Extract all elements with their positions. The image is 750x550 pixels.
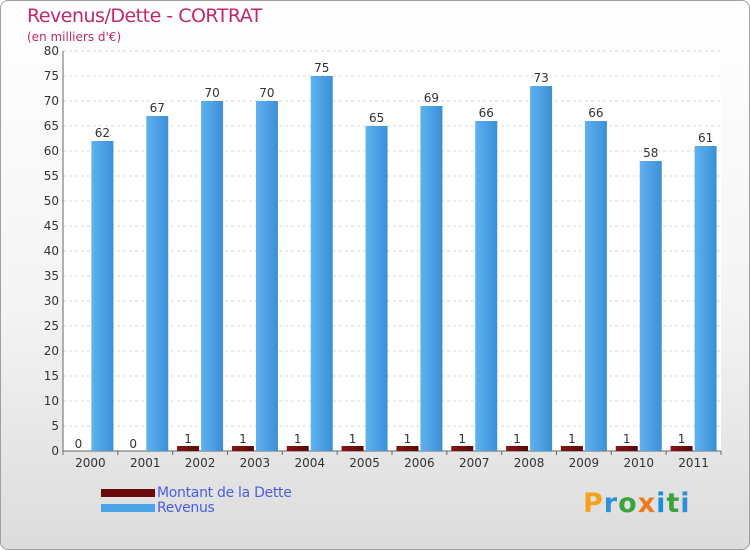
y-tick-label: 20 (44, 344, 59, 358)
y-tick-label: 55 (44, 169, 59, 183)
bar-dette (615, 446, 638, 451)
y-tick-label: 40 (44, 244, 59, 258)
x-tick-label: 2007 (459, 456, 490, 470)
legend-label-dette: Montant de la Dette (157, 485, 292, 501)
data-label-revenus: 66 (479, 106, 494, 120)
bar-revenus (255, 101, 278, 451)
y-tick-label: 80 (44, 44, 59, 58)
bar-dette (451, 446, 474, 451)
bar-revenus (201, 101, 224, 451)
data-label-dette: 1 (404, 432, 412, 446)
x-tick-label: 2004 (294, 456, 325, 470)
y-tick-label: 0 (51, 444, 59, 458)
y-tick-label: 5 (51, 419, 59, 433)
data-label-dette: 1 (623, 432, 631, 446)
y-tick-label: 25 (44, 319, 59, 333)
x-tick-label: 2009 (569, 456, 600, 470)
bar-revenus (91, 141, 114, 451)
x-tick-label: 2001 (130, 456, 161, 470)
bar-dette (396, 446, 419, 451)
data-label-dette: 1 (239, 432, 247, 446)
data-label-dette: 0 (129, 437, 137, 451)
data-label-dette: 0 (75, 437, 83, 451)
bar-revenus (310, 76, 333, 451)
data-label-revenus: 62 (95, 126, 110, 140)
bar-dette (506, 446, 529, 451)
y-tick-label: 65 (44, 119, 59, 133)
bar-revenus (530, 86, 553, 451)
legend-label-revenus: Revenus (157, 500, 215, 516)
data-label-dette: 1 (294, 432, 302, 446)
bar-revenus (365, 126, 388, 451)
bar-dette (341, 446, 364, 451)
data-label-revenus: 67 (150, 101, 165, 115)
bar-dette (231, 446, 254, 451)
x-tick-label: 2006 (404, 456, 435, 470)
data-label-dette: 1 (458, 432, 466, 446)
data-label-revenus: 65 (369, 111, 384, 125)
x-tick-label: 2000 (75, 456, 106, 470)
bar-dette (177, 446, 200, 451)
y-tick-label: 15 (44, 369, 59, 383)
y-tick-label: 50 (44, 194, 59, 208)
y-tick-label: 30 (44, 294, 59, 308)
bar-revenus (639, 161, 662, 451)
x-tick-label: 2008 (514, 456, 545, 470)
logo-letter: i (656, 488, 667, 519)
logo-letter: P (583, 488, 604, 519)
proxiti-logo: Proxiti (583, 488, 691, 519)
legend-swatch-dette (101, 489, 155, 497)
y-tick-label: 75 (44, 69, 59, 83)
logo-letter: i (680, 488, 691, 519)
data-label-revenus: 75 (314, 61, 329, 75)
y-tick-label: 45 (44, 219, 59, 233)
bar-dette (670, 446, 693, 451)
bar-revenus (694, 146, 717, 451)
y-tick-label: 35 (44, 269, 59, 283)
bar-revenus (420, 106, 443, 451)
bar-revenus (584, 121, 607, 451)
y-tick-label: 10 (44, 394, 59, 408)
chart-title: Revenus/Dette - CORTRAT (27, 5, 262, 27)
y-tick-label: 70 (44, 94, 59, 108)
data-label-dette: 1 (513, 432, 521, 446)
x-tick-label: 2002 (185, 456, 216, 470)
data-label-dette: 1 (678, 432, 686, 446)
x-tick-label: 2003 (240, 456, 271, 470)
chart-subtitle: (en milliers d'€) (27, 30, 122, 44)
x-tick-label: 2011 (678, 456, 709, 470)
data-label-revenus: 69 (424, 91, 439, 105)
data-label-revenus: 70 (259, 86, 274, 100)
data-label-dette: 1 (349, 432, 357, 446)
bar-dette (560, 446, 583, 451)
logo-letter: t (666, 488, 681, 519)
legend-swatch-revenus (101, 504, 155, 512)
data-label-dette: 1 (568, 432, 576, 446)
data-label-revenus: 61 (698, 131, 713, 145)
x-tick-label: 2005 (349, 456, 380, 470)
bar-revenus (475, 121, 498, 451)
data-label-revenus: 66 (588, 106, 603, 120)
logo-letter: x (637, 488, 657, 519)
data-label-dette: 1 (184, 432, 192, 446)
data-label-revenus: 73 (533, 71, 548, 85)
x-tick-label: 2010 (623, 456, 654, 470)
logo-letter: r (603, 488, 619, 519)
data-label-revenus: 70 (204, 86, 219, 100)
logo-letter: o (618, 488, 638, 519)
bar-dette (286, 446, 309, 451)
data-label-revenus: 58 (643, 146, 658, 160)
y-tick-label: 60 (44, 144, 59, 158)
bar-revenus (146, 116, 169, 451)
